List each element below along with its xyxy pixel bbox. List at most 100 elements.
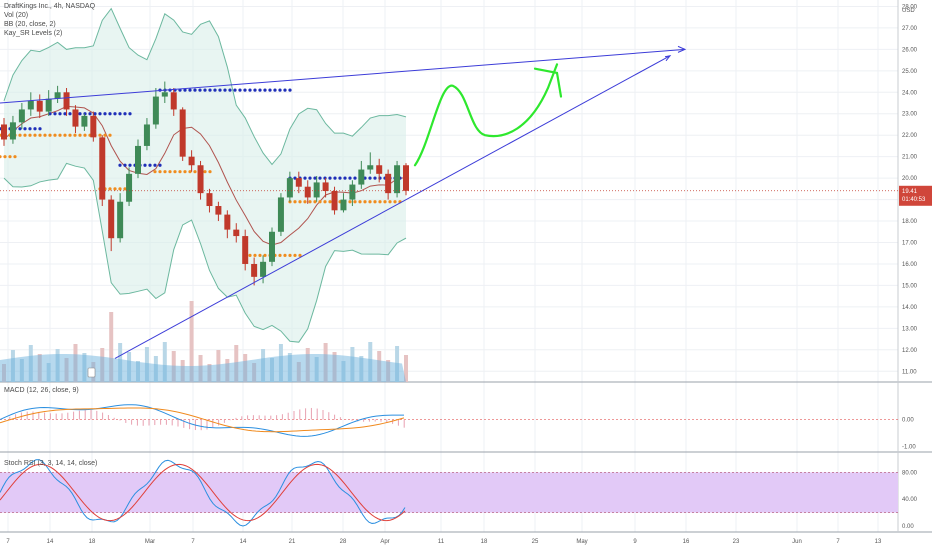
resistance-dot bbox=[113, 112, 117, 116]
main-legend: DraftKings Inc., 4h, NASDAQ Vol (20) BB … bbox=[4, 2, 95, 38]
resistance-dot bbox=[28, 127, 32, 131]
y-tick-label: 15.00 bbox=[902, 283, 918, 289]
resistance-dot bbox=[128, 163, 132, 167]
price-tag bbox=[899, 185, 932, 206]
x-tick-label: 7 bbox=[836, 539, 840, 545]
candle-body bbox=[45, 98, 52, 112]
support-dot bbox=[48, 133, 52, 137]
signal-line bbox=[0, 407, 405, 433]
x-tick-label: 7 bbox=[191, 539, 195, 545]
candle-body bbox=[206, 193, 213, 207]
candle-body bbox=[90, 115, 97, 138]
projection-arrowhead bbox=[533, 67, 563, 98]
resistance-dot bbox=[253, 88, 257, 92]
macd-axis-label: -1.00 bbox=[902, 445, 916, 451]
y-tick-label: 28.00 bbox=[902, 4, 918, 10]
candle-body bbox=[18, 109, 25, 123]
y-tick-label: 21.00 bbox=[902, 155, 918, 161]
y-tick-label: 13.00 bbox=[902, 326, 918, 332]
support-dot bbox=[298, 200, 302, 204]
support-dot bbox=[168, 170, 172, 174]
support-dot bbox=[23, 133, 27, 137]
support-dot bbox=[368, 200, 372, 204]
stoch-label[interactable]: Stoch RSI (3, 3, 14, 14, close) bbox=[4, 460, 98, 467]
y-tick-label: 22.00 bbox=[902, 133, 918, 139]
candle-body bbox=[152, 96, 159, 125]
resistance-dot bbox=[278, 88, 282, 92]
macd-label[interactable]: MACD (12, 26, close, 9) bbox=[4, 387, 79, 394]
resistance-dot bbox=[198, 88, 202, 92]
bb-fill bbox=[4, 8, 406, 343]
x-tick-label: 23 bbox=[733, 539, 740, 545]
y-tick-label: 11.00 bbox=[902, 369, 917, 375]
support-dot bbox=[63, 133, 67, 137]
support-dot bbox=[308, 200, 312, 204]
resistance-dot bbox=[348, 176, 352, 180]
support-dot bbox=[43, 133, 47, 137]
resistance-dot bbox=[303, 176, 307, 180]
x-tick-label: May bbox=[576, 539, 587, 545]
resistance-dot bbox=[98, 112, 102, 116]
support-dot bbox=[288, 253, 292, 257]
currency-label: USD bbox=[902, 8, 915, 14]
upper-trendline bbox=[0, 48, 686, 104]
resistance-dot bbox=[63, 112, 67, 116]
support-dot bbox=[383, 200, 387, 204]
support-dot bbox=[303, 200, 307, 204]
x-tick-label: 14 bbox=[240, 539, 247, 545]
support-dot bbox=[163, 170, 167, 174]
resistance-dot bbox=[273, 88, 277, 92]
support-dot bbox=[123, 187, 127, 191]
candle-body bbox=[135, 145, 141, 174]
stoch-d bbox=[0, 463, 406, 522]
bb-label[interactable]: BB (20, close, 2) bbox=[4, 21, 56, 28]
support-dot bbox=[293, 200, 297, 204]
x-tick-label: 11 bbox=[438, 539, 445, 545]
macd-legend: MACD (12, 26, close, 9) bbox=[4, 386, 79, 395]
support-dot bbox=[13, 155, 17, 159]
stoch-band bbox=[0, 472, 898, 513]
kay-label[interactable]: Kay_SR Levels (2) bbox=[4, 30, 63, 37]
resistance-dot bbox=[88, 112, 92, 116]
resistance-dot bbox=[153, 163, 157, 167]
support-dot bbox=[208, 170, 212, 174]
stoch-axis-label: 40.00 bbox=[902, 497, 918, 503]
y-tick-label: 12.00 bbox=[902, 348, 918, 354]
support-dot bbox=[173, 170, 177, 174]
support-dot bbox=[153, 170, 157, 174]
support-dot bbox=[68, 133, 72, 137]
resistance-dot bbox=[118, 112, 122, 116]
bb-upper bbox=[3, 7, 407, 166]
symbol-title[interactable]: DraftKings Inc., 4h, NASDAQ bbox=[4, 3, 96, 10]
x-tick-label: 7 bbox=[6, 539, 10, 545]
x-tick-label: 25 bbox=[532, 539, 539, 545]
stoch-axis-label: 0.00 bbox=[902, 524, 914, 530]
resistance-dot bbox=[183, 88, 187, 92]
resistance-dot bbox=[58, 112, 62, 116]
x-tick-label: 28 bbox=[340, 539, 347, 545]
volume-bar bbox=[189, 301, 194, 382]
candle-body bbox=[304, 186, 311, 198]
resistance-dot bbox=[238, 88, 242, 92]
resistance-dot bbox=[258, 88, 262, 92]
candle-body bbox=[331, 191, 338, 211]
resistance-dot bbox=[333, 176, 337, 180]
candle-body bbox=[161, 92, 168, 97]
y-tick-label: 26.00 bbox=[902, 47, 918, 53]
candle-body bbox=[179, 109, 186, 157]
resistance-dot bbox=[123, 112, 127, 116]
candle-body bbox=[27, 100, 34, 110]
candle-body bbox=[340, 199, 347, 211]
resistance-dot bbox=[53, 112, 57, 116]
support-dot bbox=[78, 133, 82, 137]
candle-body bbox=[403, 165, 409, 191]
candle-body bbox=[242, 236, 249, 264]
resistance-dot bbox=[83, 112, 87, 116]
candle-body bbox=[385, 173, 392, 194]
candle-body bbox=[251, 263, 258, 277]
candle-body bbox=[367, 165, 374, 170]
y-tick-label: 17.00 bbox=[902, 241, 918, 247]
volume-bar bbox=[162, 342, 167, 382]
vol-label[interactable]: Vol (20) bbox=[4, 12, 29, 19]
